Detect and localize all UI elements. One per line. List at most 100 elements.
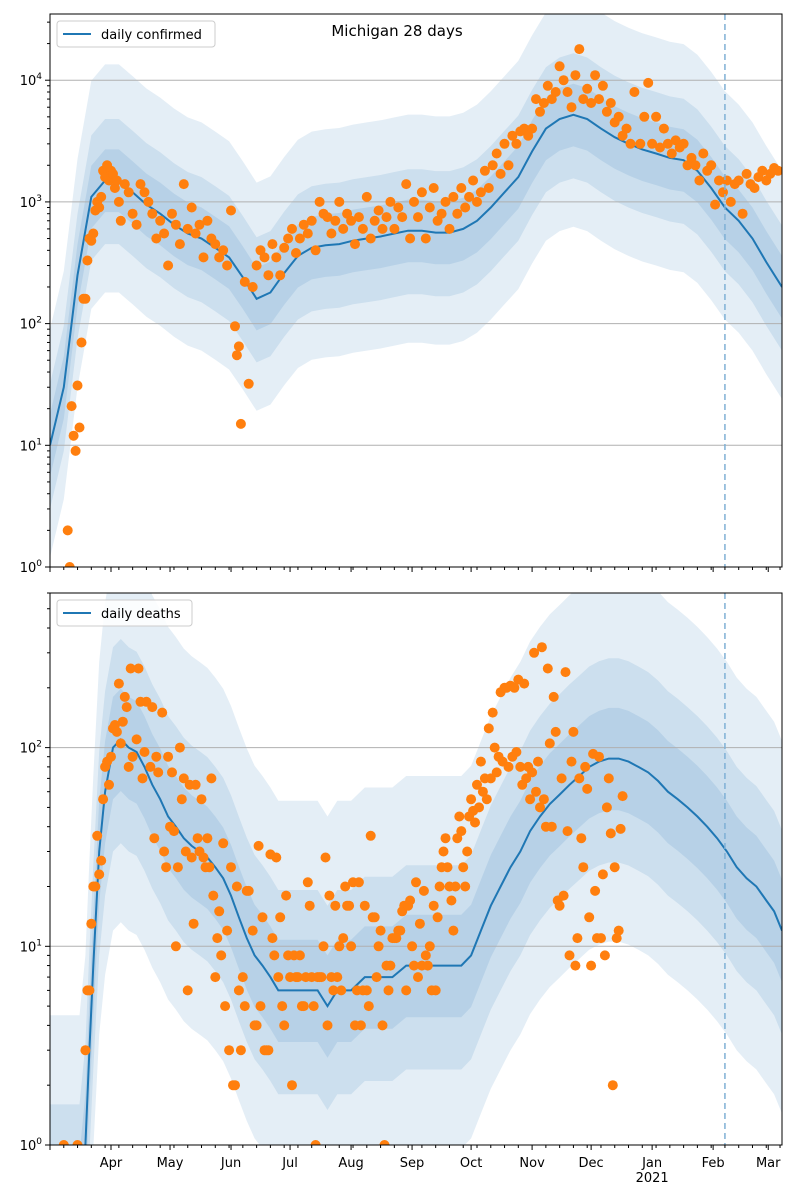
data-point (74, 422, 85, 433)
data-point (527, 767, 538, 778)
y-tick-label: 104 (20, 72, 43, 89)
data-point (562, 826, 573, 837)
data-point (686, 152, 697, 163)
data-point (131, 219, 142, 230)
data-point (70, 445, 81, 456)
data-point (594, 751, 604, 762)
data-point (159, 228, 170, 239)
data-point (263, 270, 274, 281)
data-point (96, 191, 107, 202)
data-point (330, 215, 341, 226)
data-point (68, 430, 79, 441)
data-point (226, 862, 236, 873)
data-point (574, 44, 585, 55)
data-point (170, 219, 181, 230)
data-point (550, 726, 561, 737)
data-point (477, 786, 488, 797)
data-point (328, 985, 339, 996)
data-point (613, 925, 624, 936)
data-point (542, 80, 553, 91)
data-point (194, 219, 205, 230)
data-point (121, 702, 132, 713)
data-point (536, 642, 547, 653)
data-point (281, 890, 292, 901)
data-point (186, 202, 197, 213)
data-point (460, 881, 471, 892)
data-point (255, 1001, 266, 1012)
data-point (147, 702, 158, 713)
data-point (422, 960, 433, 971)
data-point (393, 202, 404, 213)
data-point (682, 160, 693, 171)
data-point (338, 933, 349, 944)
confirmed-panel: 100 101 102 103 104 daily confirmed (20, 13, 783, 576)
data-point (566, 102, 577, 113)
data-point (597, 80, 608, 91)
data-point (334, 941, 345, 952)
data-point (538, 794, 549, 805)
legend: daily deaths (56, 599, 193, 627)
data-point (188, 918, 199, 929)
x-tick-label: Jun (220, 1156, 241, 1171)
data-point (115, 215, 126, 226)
data-point (344, 900, 355, 911)
data-point (230, 321, 240, 332)
data-point (479, 165, 490, 176)
data-point (224, 1045, 235, 1056)
data-point (475, 756, 486, 767)
data-point (718, 187, 728, 198)
data-point (662, 138, 673, 149)
data-point (527, 123, 538, 134)
data-point (283, 233, 294, 244)
data-point (353, 212, 364, 223)
data-point (733, 175, 744, 186)
data-point (222, 925, 233, 936)
data-point (418, 885, 429, 896)
data-point (601, 802, 612, 813)
data-point (231, 881, 242, 892)
data-point (548, 691, 559, 702)
data-point (511, 138, 522, 149)
data-point (594, 94, 604, 105)
data-point (698, 148, 709, 159)
data-point (172, 862, 183, 873)
data-point (251, 1020, 262, 1031)
data-point (554, 900, 565, 911)
data-point (725, 196, 736, 207)
data-point (369, 912, 380, 923)
data-point (80, 293, 91, 304)
data-point (133, 663, 144, 674)
data-point (375, 925, 386, 936)
data-point (741, 168, 752, 179)
data-point (361, 985, 372, 996)
data-point (430, 985, 441, 996)
data-point (613, 111, 624, 122)
data-point (365, 830, 376, 841)
y-tick-label: 101 (20, 437, 42, 454)
plot-area (50, 593, 782, 1145)
data-point (106, 751, 116, 762)
data-point (169, 826, 179, 837)
data-point (397, 212, 408, 223)
data-point (163, 260, 174, 271)
data-point (749, 183, 760, 193)
data-point (359, 900, 370, 911)
data-point (542, 663, 553, 674)
data-point (145, 761, 156, 772)
x-tick-label: Jul (281, 1156, 298, 1171)
data-point (438, 846, 449, 857)
data-point (574, 773, 585, 784)
data-point (529, 647, 540, 658)
data-point (377, 1020, 388, 1031)
data-point (72, 380, 83, 391)
legend-label: daily deaths (101, 607, 181, 622)
x-tick-label: Feb (702, 1156, 725, 1171)
data-point (413, 972, 423, 983)
data-point (535, 106, 545, 117)
data-point (586, 960, 597, 971)
data-point (568, 726, 579, 737)
data-point (576, 833, 587, 844)
data-point (330, 900, 341, 911)
data-point (237, 972, 248, 983)
data-point (123, 761, 134, 772)
